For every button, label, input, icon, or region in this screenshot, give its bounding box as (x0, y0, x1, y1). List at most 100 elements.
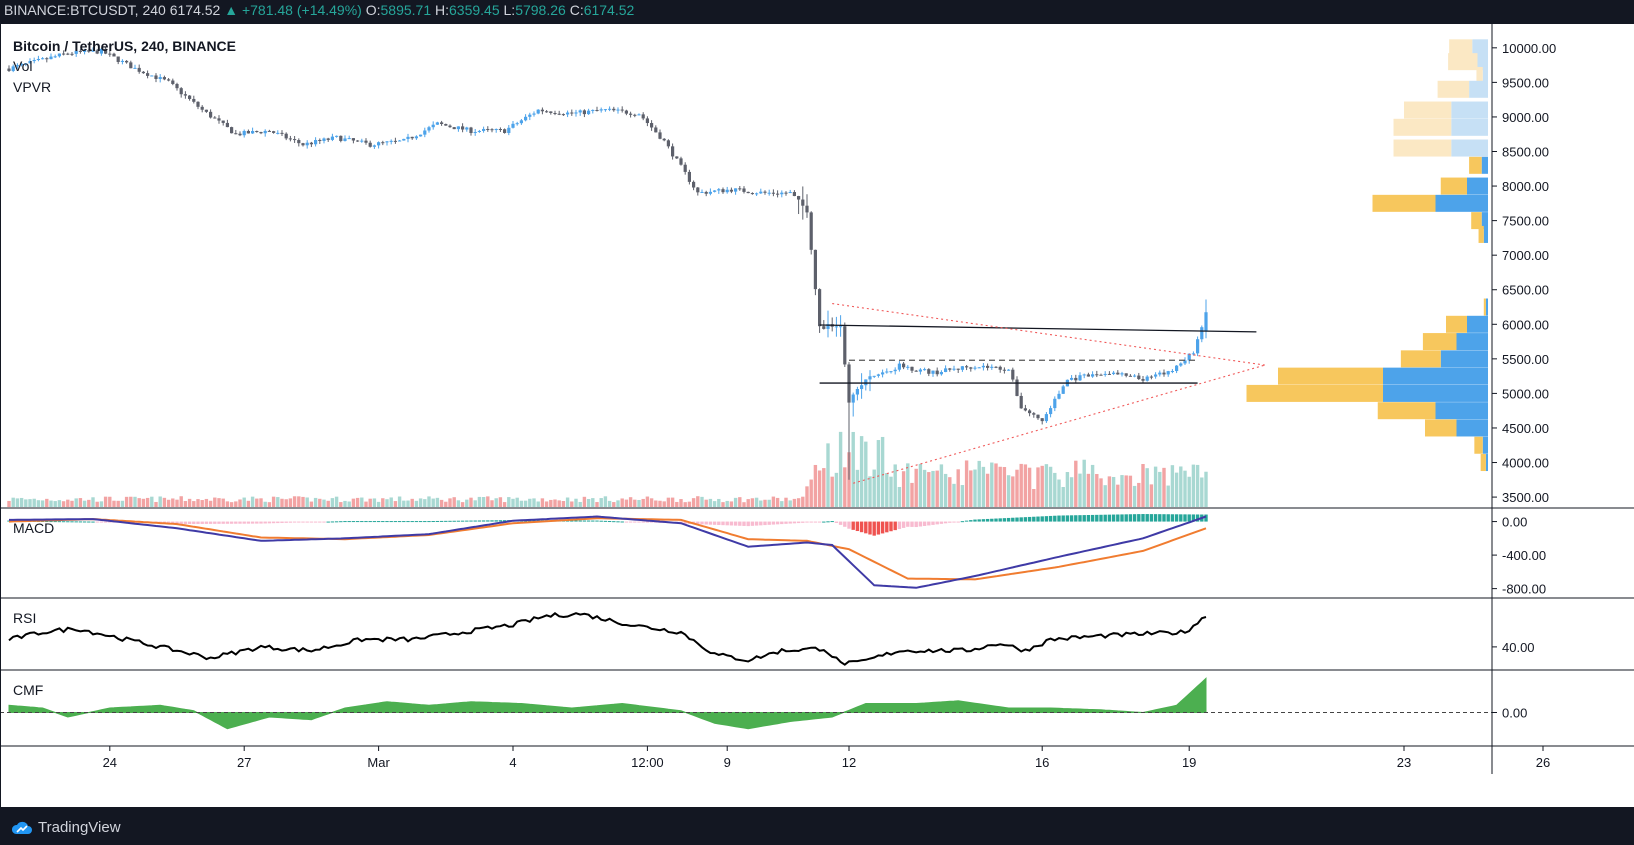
volume-bar (347, 501, 351, 507)
candle-body (1141, 379, 1145, 381)
candle-body (1183, 360, 1187, 364)
time-tick-label: 9 (724, 755, 731, 770)
vpvr-down-bar (1393, 118, 1452, 136)
price-tick-label: 6500.00 (1502, 283, 1549, 298)
macd-histogram-bar (427, 521, 431, 523)
volume-bar (700, 496, 704, 507)
candle-body (952, 368, 956, 370)
macd-histogram-bar (1111, 514, 1116, 522)
volume-bar (1149, 484, 1154, 507)
tradingview-logo[interactable]: TradingView (12, 819, 121, 836)
volume-bar (532, 498, 536, 507)
chart-canvas[interactable]: 10000.00 9500.00 9000.00 8500.00 8000.00 7500… (0, 24, 1634, 807)
candle-body (167, 79, 171, 81)
time-tick-label: 19 (1182, 755, 1196, 770)
vpvr-down-bar (1446, 315, 1467, 333)
candle-body (1107, 373, 1111, 375)
candle-body (1015, 379, 1019, 396)
volume-bar (322, 499, 326, 507)
volume-bar (654, 500, 658, 507)
candle-body (482, 128, 486, 131)
volume-bar (729, 501, 734, 507)
macd-histogram-bar (880, 521, 885, 534)
candle-body (246, 130, 250, 134)
macd-histogram-bar (859, 521, 864, 533)
macd-histogram-bar (1191, 514, 1196, 522)
volume-bar (234, 501, 238, 507)
macd-histogram-bar (851, 521, 855, 530)
macd-histogram-bar (876, 521, 881, 535)
candle-body (780, 192, 784, 195)
candle-body (507, 127, 511, 133)
macd-histogram-bar (754, 521, 759, 526)
volume-bar (318, 498, 322, 507)
volume-bar (591, 498, 595, 507)
macd-histogram-bar (431, 521, 435, 523)
candle-body (742, 188, 746, 192)
volume-bar (166, 499, 171, 507)
vpvr-up-bar (1451, 139, 1488, 157)
macd-histogram-bar (208, 521, 213, 524)
candle-body (994, 366, 998, 368)
vpvr-down-bar (1449, 39, 1473, 57)
volume-bar (830, 476, 834, 507)
volume-bar (792, 498, 797, 507)
macd-histogram-bar (175, 521, 179, 525)
time-tick-label: Mar (367, 755, 390, 770)
candle-body (188, 95, 192, 99)
candle-body (687, 171, 691, 182)
candle-body (57, 53, 61, 57)
price-tick-label: 8000.00 (1502, 179, 1549, 194)
macd-histogram-bar (465, 520, 469, 522)
candle-body (62, 53, 66, 55)
volume-bar (133, 496, 137, 507)
volume-bar (91, 497, 95, 507)
volume-bar (1061, 486, 1065, 507)
macd-histogram-bar (603, 520, 608, 522)
volume-bar (948, 477, 952, 507)
volume-bar (78, 498, 83, 507)
macd-histogram-bar (439, 520, 444, 522)
rsi-legend[interactable]: RSI (13, 610, 37, 626)
vol-legend[interactable]: Vol (13, 58, 33, 74)
macd-histogram-bar (910, 521, 914, 527)
macd-histogram-bar (263, 521, 267, 524)
candle-body (1053, 398, 1057, 409)
volume-bar (780, 501, 784, 507)
candle-body (818, 289, 822, 327)
trendlines (819, 303, 1265, 484)
volume-bar (15, 498, 20, 507)
macd-histogram-bar (66, 521, 70, 523)
cmf-legend[interactable]: CMF (13, 682, 44, 698)
candle-body (32, 59, 36, 62)
volume-bar (603, 496, 608, 507)
volume-bar (460, 502, 465, 507)
macd-histogram-bar (637, 521, 641, 523)
candle-body (927, 369, 931, 374)
macd-histogram-bar (712, 521, 717, 525)
open-value: 5895.71 (380, 2, 432, 18)
candle-body (1154, 374, 1158, 377)
candle-body (1179, 363, 1183, 366)
vpvr-legend[interactable]: VPVR (13, 79, 52, 95)
candle-body (251, 131, 255, 134)
volume-bar (641, 498, 645, 507)
candle-body (238, 133, 242, 136)
macd-histogram-bar (200, 521, 204, 524)
volume-bar (1132, 485, 1137, 507)
macd-histogram-bar (759, 521, 763, 526)
vpvr-down-bar (1480, 454, 1486, 472)
volume-bar (922, 469, 927, 507)
macd-legend[interactable]: MACD (13, 520, 55, 536)
macd-histogram-bar (624, 521, 629, 523)
volume-bar (158, 496, 162, 507)
macd-histogram-bar (292, 521, 297, 523)
volume-bar (49, 500, 53, 507)
candle-body (1074, 377, 1078, 381)
candle-body (1128, 375, 1132, 377)
chart-frame[interactable] (0, 24, 1634, 807)
candle-body (902, 363, 906, 368)
macd-histogram-bar (796, 521, 801, 524)
candle-body (1103, 373, 1107, 375)
price-change: ▲ +781.48 (+14.49%) (224, 2, 362, 18)
